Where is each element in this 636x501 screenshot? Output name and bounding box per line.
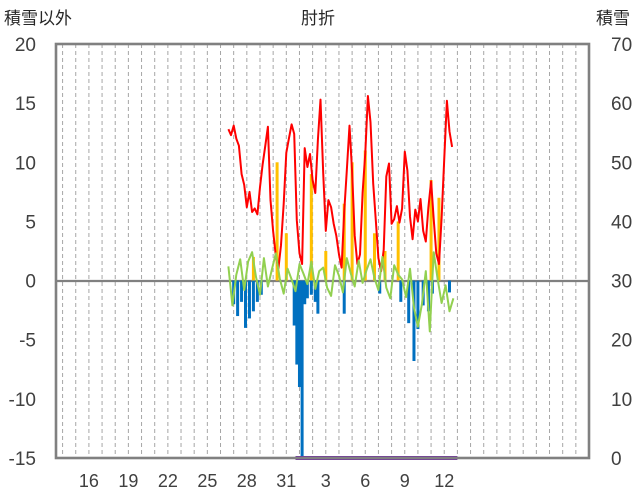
blue-bar <box>292 280 296 326</box>
blue-bar <box>305 280 309 299</box>
right-axis-title: 積雪 <box>596 9 630 28</box>
right-tick-label: 30 <box>611 272 632 293</box>
blue-bar-series <box>232 280 451 458</box>
left-tick-label: 20 <box>15 35 36 56</box>
left-tick-label: -5 <box>19 331 36 352</box>
green-line <box>227 251 455 333</box>
blue-bar <box>407 280 411 324</box>
orange-bar <box>309 174 313 281</box>
right-tick-label: 10 <box>611 390 632 411</box>
x-tick-label: 16 <box>79 471 99 491</box>
left-tick-label: 15 <box>15 94 36 115</box>
orange-bar <box>437 197 441 281</box>
right-axis-ticks: 70 60 50 40 30 20 10 0 <box>611 35 632 470</box>
x-tick-label: 22 <box>158 471 178 491</box>
right-tick-label: 40 <box>611 212 632 233</box>
left-tick-label: -10 <box>9 390 36 411</box>
orange-bar <box>342 203 346 281</box>
orange-bar <box>275 162 279 281</box>
blue-bar <box>447 280 451 293</box>
orange-bar <box>350 162 354 281</box>
orange-bar <box>284 233 288 281</box>
x-tick-label: 6 <box>360 471 370 491</box>
blue-bar <box>244 280 248 328</box>
plot-area <box>56 44 589 458</box>
right-tick-label: 0 <box>611 449 622 470</box>
orange-bar-series <box>251 150 441 281</box>
right-tick-label: 60 <box>611 94 632 115</box>
orange-bar <box>396 221 400 281</box>
x-tick-label: 25 <box>197 471 217 491</box>
orange-bar <box>251 256 255 281</box>
left-tick-label: 5 <box>25 212 36 233</box>
orange-bar <box>383 251 387 281</box>
orange-bar <box>324 251 328 281</box>
blue-bar <box>303 280 307 305</box>
blue-bar <box>399 280 403 302</box>
x-tick-label: 9 <box>400 471 410 491</box>
blue-bar <box>416 280 420 330</box>
blue-bar <box>300 280 304 458</box>
right-tick-label: 70 <box>611 35 632 56</box>
orange-bar <box>372 233 376 281</box>
blue-bar <box>255 280 259 302</box>
left-tick-label: 0 <box>25 272 36 293</box>
blue-bar <box>316 280 320 314</box>
blue-bar <box>240 280 244 302</box>
blue-bar <box>412 280 416 362</box>
blue-bar <box>313 280 317 302</box>
x-axis-ticks: 16 19 22 25 28 31 3 6 9 12 <box>79 471 454 491</box>
blue-bar <box>295 280 299 365</box>
blue-bar <box>342 280 346 314</box>
x-tick-label: 28 <box>237 471 257 491</box>
blue-bar <box>297 280 301 388</box>
blue-bar <box>251 280 255 312</box>
x-tick-label: 31 <box>276 471 296 491</box>
plot-frame <box>54 42 591 460</box>
blue-bar <box>236 280 240 317</box>
x-tick-label: 12 <box>434 471 454 491</box>
x-tick-label: 3 <box>321 471 331 491</box>
left-axis-title: 積雪以外 <box>4 9 72 28</box>
red-line <box>227 95 454 273</box>
orange-bar <box>363 150 367 281</box>
left-tick-label: -15 <box>9 449 36 470</box>
chart-title: 肘折 <box>301 9 335 28</box>
left-tick-label: 10 <box>15 153 36 174</box>
right-tick-label: 50 <box>611 153 632 174</box>
blue-bar <box>309 280 313 295</box>
blue-bar <box>247 280 251 319</box>
left-axis-ticks: 20 15 10 5 0 -5 -10 -15 <box>9 35 36 470</box>
orange-bar <box>429 180 433 281</box>
right-tick-label: 20 <box>611 331 632 352</box>
x-tick-label: 19 <box>118 471 138 491</box>
